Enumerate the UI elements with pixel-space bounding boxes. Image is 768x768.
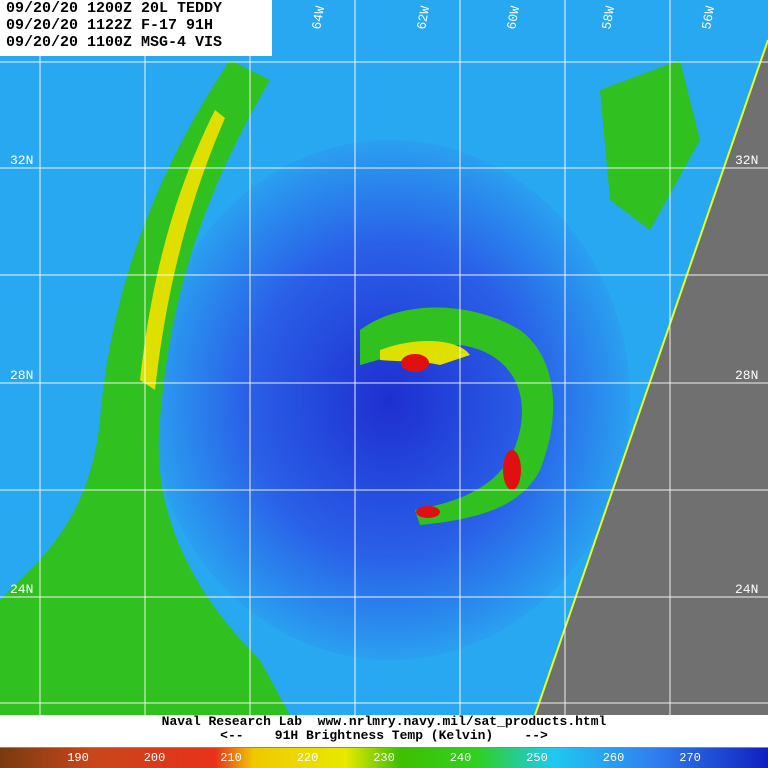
legend-title: <-- 91H Brightness Temp (Kelvin) --> — [220, 728, 548, 743]
grid — [0, 0, 768, 715]
lon-label: 64W — [309, 5, 328, 31]
lat-label: 28N — [735, 368, 758, 383]
colorbar-tick-label: 240 — [449, 751, 472, 765]
lat-label: 28N — [10, 368, 33, 383]
convection — [401, 354, 429, 372]
band-east — [600, 60, 700, 230]
imagery: 64W 62W 60W 58W 56W 32N 32N 28N 28N 24N … — [0, 0, 768, 748]
colorbar-tick-label: 200 — [143, 751, 166, 765]
colorbar-tick-label: 260 — [602, 751, 625, 765]
lon-label: 60W — [504, 5, 523, 31]
convection — [416, 506, 440, 518]
header-line: 09/20/20 1100Z MSG-4 VIS — [6, 34, 223, 51]
swath-edge — [534, 39, 768, 716]
footer: Naval Research Lab www.nrlmry.navy.mil/s… — [0, 715, 768, 747]
header: 09/20/20 1200Z 20L TEDDY 09/20/20 1122Z … — [0, 0, 272, 56]
lat-label: 24N — [735, 582, 758, 597]
storm-core — [150, 140, 630, 660]
lat-label: 32N — [10, 153, 33, 168]
lon-label: 58W — [599, 5, 618, 31]
lon-label: 56W — [699, 5, 718, 31]
colorbar-tick-label: 270 — [679, 751, 701, 765]
convection — [503, 450, 521, 490]
band-core — [140, 110, 225, 390]
credit: Naval Research Lab www.nrlmry.navy.mil/s… — [161, 714, 607, 729]
lon-label: 62W — [414, 5, 433, 31]
colorbar-tick-label: 230 — [373, 751, 395, 765]
colorbar: 190 200 210 220 230 240 250 260 270 — [0, 748, 768, 768]
colorbar-tick-label: 210 — [220, 751, 242, 765]
colorbar-tick-label: 220 — [296, 751, 319, 765]
lat-label: 32N — [735, 153, 758, 168]
colorbar-tick-label: 250 — [526, 751, 548, 765]
header-line: 09/20/20 1122Z F-17 91H — [6, 17, 214, 34]
lat-label: 24N — [10, 582, 33, 597]
header-line: 09/20/20 1200Z 20L TEDDY — [6, 0, 223, 17]
colorbar-tick-label: 190 — [67, 751, 89, 765]
